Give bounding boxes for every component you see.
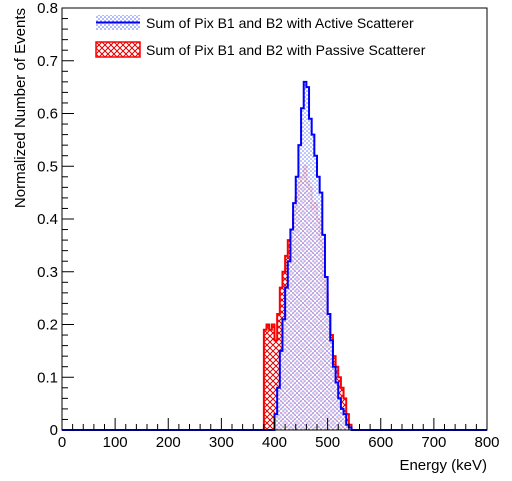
x-tick-label: 600: [368, 434, 393, 451]
y-tick-label: 0.3: [37, 264, 58, 281]
series-active: [62, 80, 487, 431]
x-tick-label: 0: [58, 434, 66, 451]
histogram-outline: [62, 80, 487, 431]
legend-label-passive: Sum of Pix B1 and B2 with Passive Scatte…: [146, 42, 426, 58]
legend-swatch-passive: [95, 41, 141, 58]
y-tick-label: 0.8: [37, 0, 58, 17]
plot-area: [62, 80, 487, 431]
x-tick-label: 200: [156, 434, 181, 451]
x-tick-label: 100: [103, 434, 128, 451]
series-passive: [62, 165, 487, 431]
x-tick-label: 300: [209, 434, 234, 451]
y-tick-label: 0.4: [37, 211, 58, 228]
y-tick-label: 0.2: [37, 317, 58, 334]
x-axis-title: Energy (keV): [399, 457, 487, 474]
y-tick-label: 0: [50, 422, 58, 439]
y-tick-label: 0.5: [37, 158, 58, 175]
y-tick-label: 0.6: [37, 106, 58, 123]
x-tick-label: 700: [421, 434, 446, 451]
y-tick-label: 0.7: [37, 53, 58, 70]
x-tick-label: 800: [474, 434, 499, 451]
x-tick-label: 400: [262, 434, 287, 451]
histogram-fill: [62, 81, 360, 430]
y-axis-title: Normalized Number of Events: [12, 8, 29, 208]
legend: Sum of Pix B1 and B2 with Active Scatter…: [95, 15, 426, 58]
x-tick-label: 500: [315, 434, 340, 451]
y-axis: 0 0.1 0.2 0.3 0.4 0.5 0.6 0.7 0.8: [37, 0, 74, 439]
legend-label-active: Sum of Pix B1 and B2 with Active Scatter…: [146, 15, 414, 31]
x-axis: 0 100 200 300 400 500 600 700 800: [58, 418, 500, 451]
y-tick-label: 0.1: [37, 369, 58, 386]
